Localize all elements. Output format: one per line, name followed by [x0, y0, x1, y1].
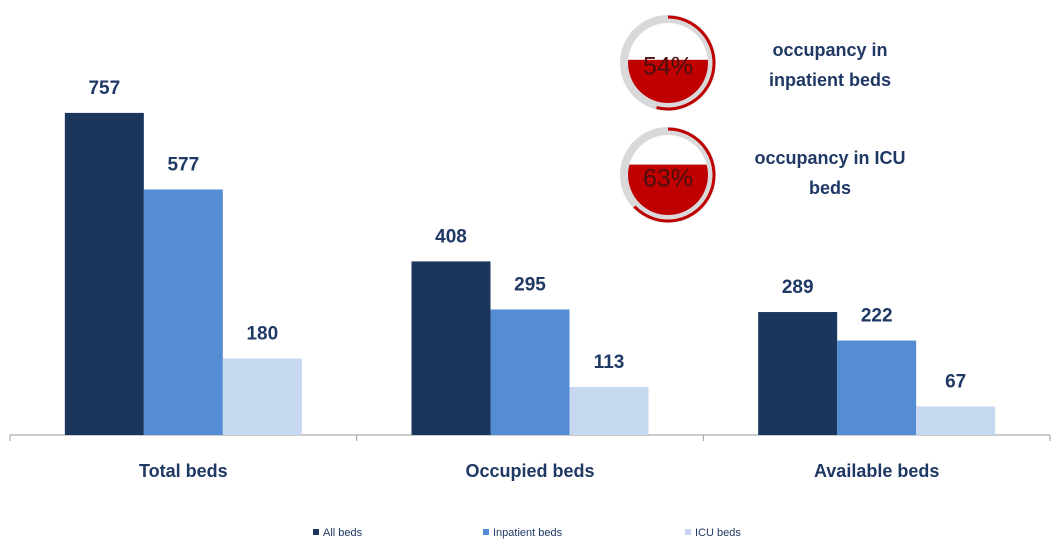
x-tick-label: Total beds: [139, 461, 228, 481]
gauge-label: occupancy in ICU: [754, 148, 905, 168]
bar: [569, 386, 649, 435]
legend-label: Inpatient beds: [493, 527, 563, 539]
x-tick-label: Occupied beds: [465, 461, 594, 481]
bar: [222, 358, 302, 435]
bar: [916, 406, 996, 435]
data-label: 113: [594, 352, 625, 373]
gauge-arc: [656, 15, 716, 111]
data-label: 577: [167, 155, 199, 176]
bar: [758, 312, 838, 435]
gauge-value: 54%: [643, 53, 693, 81]
legend-label: ICU beds: [695, 527, 741, 539]
gauge-label: occupancy in: [772, 40, 887, 60]
data-label: 408: [435, 226, 467, 247]
legend-swatch: [313, 529, 319, 535]
legend-swatch: [685, 529, 691, 535]
data-label: 289: [782, 277, 814, 298]
legend-label: All beds: [323, 527, 363, 539]
data-label: 295: [514, 274, 546, 295]
legend-swatch: [483, 529, 489, 535]
bar: [64, 112, 144, 436]
bar: [490, 309, 570, 435]
data-label: 180: [246, 323, 278, 344]
x-tick-label: Available beds: [814, 461, 939, 481]
bar: [837, 340, 917, 435]
bar: [411, 261, 491, 435]
data-label: 222: [861, 306, 893, 327]
bar: [143, 189, 223, 435]
gauge-value: 63%: [643, 165, 693, 193]
gauge-label: beds: [809, 178, 851, 198]
data-label: 757: [88, 78, 120, 99]
gauge-arc: [633, 127, 716, 223]
data-label: 67: [945, 372, 966, 393]
gauge-label: inpatient beds: [769, 70, 891, 90]
